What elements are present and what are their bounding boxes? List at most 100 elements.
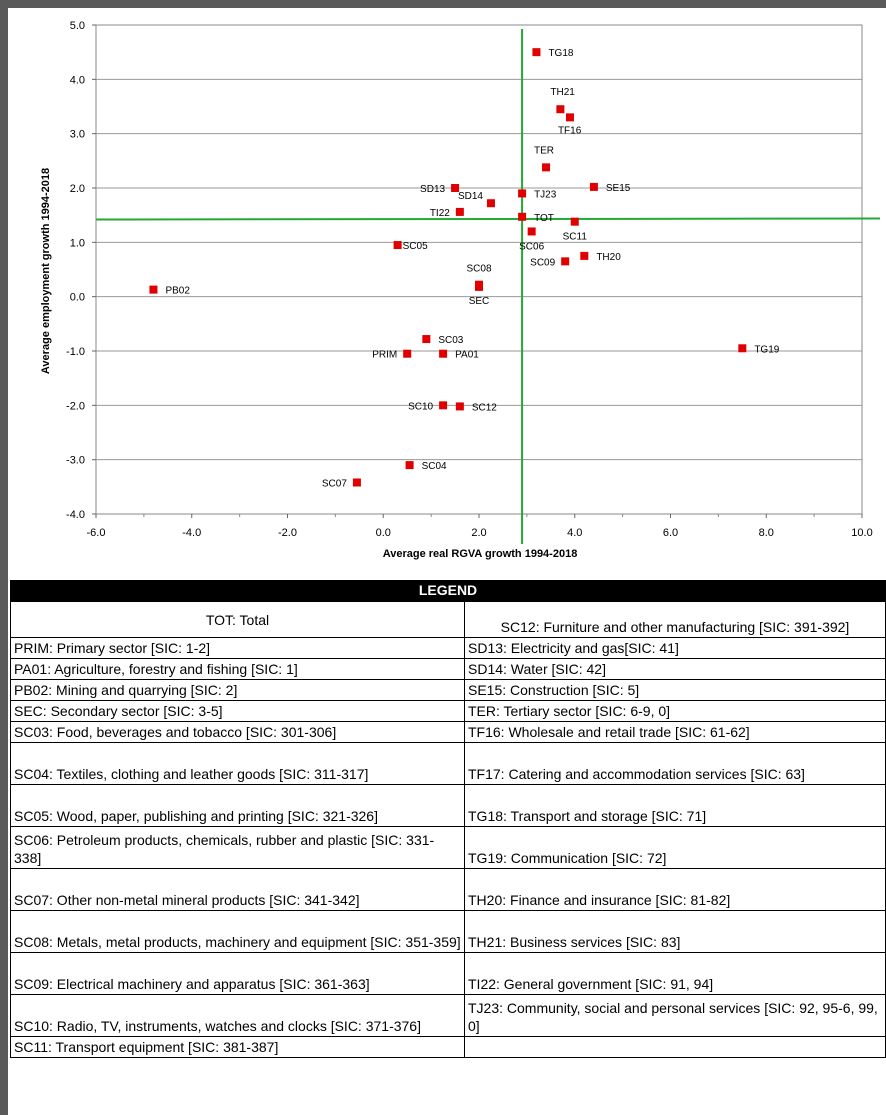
legend-row: PRIM: Primary sector [SIC: 1-2] SD13: Ele… <box>10 637 886 659</box>
point-label-tot: TOT <box>534 213 554 224</box>
legend-cell-right: SD13: Electricity and gas[SIC: 41] <box>464 637 886 659</box>
frame-left-border <box>0 0 8 1115</box>
legend-cell-left: PB02: Mining and quarrying [SIC: 2] <box>10 679 465 701</box>
legend-row: SC03: Food, beverages and tobacco [SIC: … <box>10 721 886 743</box>
x-tick-label: 2.0 <box>471 527 486 539</box>
y-tick-label: 1.0 <box>70 237 85 249</box>
legend-cell-right: TG18: Transport and storage [SIC: 71] <box>464 784 886 827</box>
x-tick-label: 0.0 <box>376 527 391 539</box>
x-tick-label: 4.0 <box>567 527 582 539</box>
legend-cell-left: SC11: Transport equipment [SIC: 381-387] <box>10 1036 465 1058</box>
data-point-sec <box>475 282 483 291</box>
x-tick-label: -6.0 <box>87 527 106 539</box>
data-point-sc05 <box>393 241 402 250</box>
data-point-sc10 <box>439 401 448 410</box>
legend-cell-left: SC09: Electrical machinery and apparatus… <box>10 952 465 995</box>
data-point-se15 <box>589 182 598 191</box>
legend-cell-right: TF16: Wholesale and retail trade [SIC: 6… <box>464 721 886 743</box>
x-tick-label: 6.0 <box>663 527 678 539</box>
legend-cell-left: TOT: Total <box>10 601 465 638</box>
data-point-tg19 <box>738 344 747 353</box>
y-tick-label: 4.0 <box>70 74 85 86</box>
point-labels: TG18 TH21 TF16 TER SE15 SD13 TJ23 SD14 TI22 TOT SC… <box>165 48 779 489</box>
legend-row: SC08: Metals, metal products, machinery … <box>10 910 886 953</box>
legend-row: SEC: Secondary sector [SIC: 3-5] TER: Ter… <box>10 700 886 722</box>
data-point-sd13 <box>451 184 460 192</box>
legend-cell-left: SC04: Textiles, clothing and leather goo… <box>10 742 465 785</box>
point-label-pa01: PA01 <box>455 350 479 361</box>
legend-cell-left: PRIM: Primary sector [SIC: 1-2] <box>10 637 465 659</box>
legend-cell-left: SC10: Radio, TV, instruments, watches an… <box>10 994 465 1037</box>
x-tick-label: 10.0 <box>851 527 872 539</box>
legend-row: TOT: Total SC12: Furniture and other manu… <box>10 601 886 638</box>
y-tick-label: -2.0 <box>66 400 85 412</box>
legend-row: SC05: Wood, paper, publishing and printi… <box>10 784 886 827</box>
y-tick-label: -3.0 <box>66 455 85 467</box>
y-tick-label: -1.0 <box>66 346 85 358</box>
legend-cell-right: TG19: Communication [SIC: 72] <box>464 826 886 869</box>
point-label-sc08: SC08 <box>466 264 491 275</box>
legend-cell-right: SE15: Construction [SIC: 5] <box>464 679 886 701</box>
point-label-sc10: SC10 <box>408 401 433 412</box>
point-label-sc03: SC03 <box>438 335 463 346</box>
point-label-pb02: PB02 <box>165 286 190 297</box>
point-label-prim: PRIM <box>372 350 397 361</box>
legend-row: SC07: Other non-metal mineral products [… <box>10 868 886 911</box>
point-label-sc07: SC07 <box>322 478 347 489</box>
data-point-ter <box>542 163 551 172</box>
frame-top-border <box>0 0 886 8</box>
point-label-sc12: SC12 <box>472 402 497 413</box>
legend-cell-right: TI22: General government [SIC: 91, 94] <box>464 952 886 995</box>
legend-row: SC06: Petroleum products, chemicals, rub… <box>10 826 886 869</box>
legend-cell-left: SC07: Other non-metal mineral products [… <box>10 868 465 911</box>
data-point-tj23 <box>518 189 527 198</box>
y-tick-label: 2.0 <box>70 183 85 195</box>
data-point-sc11 <box>570 217 579 226</box>
y-tick-label: 5.0 <box>70 20 85 32</box>
data-point-pb02 <box>149 285 158 294</box>
scatter-chart: 5.04.03.02.01.00.0-1.0-2.0-3.0-4.0-6.0 -4… <box>8 8 886 578</box>
data-point-tf16 <box>565 113 574 122</box>
legend-cell-right: SD14: Water [SIC: 42] <box>464 658 886 680</box>
point-label-tj23: TJ23 <box>534 189 557 200</box>
y-tick-label: 0.0 <box>70 292 85 304</box>
legend-cell-right: TER: Tertiary sector [SIC: 6-9, 0] <box>464 700 886 722</box>
point-label-sc11: SC11 <box>563 232 588 243</box>
data-point-sc12 <box>455 402 464 411</box>
data-point-sc09 <box>561 257 570 266</box>
legend-cell-right <box>464 1036 886 1058</box>
legend-cell-right: TH20: Finance and insurance [SIC: 81-82] <box>464 868 886 911</box>
data-point-th21 <box>556 105 565 114</box>
legend-row: PB02: Mining and quarrying [SIC: 2] SE15:… <box>10 679 886 701</box>
reference-lines <box>95 29 881 544</box>
point-label-sd13: SD13 <box>420 184 445 195</box>
point-label-th21: TH21 <box>550 87 575 98</box>
legend-cell-left: SC05: Wood, paper, publishing and printi… <box>10 784 465 827</box>
data-point-sc06 <box>527 227 536 236</box>
legend-title: LEGEND <box>10 580 886 601</box>
data-points <box>149 48 747 487</box>
legend-cell-right: TF17: Catering and accommodation service… <box>464 742 886 785</box>
point-label-th20: TH20 <box>596 252 621 263</box>
data-point-sc04 <box>405 461 414 470</box>
y-axis-title: Average employment growth 1994-2018 <box>40 168 52 374</box>
legend-cell-right: SC12: Furniture and other manufacturing … <box>464 601 886 638</box>
point-label-ti22: TI22 <box>430 208 450 219</box>
data-point-sd14 <box>486 199 495 208</box>
horizontal-reference-line <box>95 217 881 221</box>
data-point-th20 <box>580 251 589 260</box>
y-tick-label: -4.0 <box>66 509 85 521</box>
data-point-pa01 <box>439 349 448 358</box>
legend-cell-right: TJ23: Community, social and personal ser… <box>464 994 886 1037</box>
x-tick-label: 8.0 <box>759 527 774 539</box>
point-label-sc06: SC06 <box>519 241 544 252</box>
legend-row: SC04: Textiles, clothing and leather goo… <box>10 742 886 785</box>
legend-cell-right: TH21: Business services [SIC: 83] <box>464 910 886 953</box>
legend-row: SC09: Electrical machinery and apparatus… <box>10 952 886 995</box>
legend-row: SC11: Transport equipment [SIC: 381-387] <box>10 1036 886 1058</box>
point-label-se15: SE15 <box>606 183 631 194</box>
data-point-sc03 <box>422 335 431 344</box>
x-axis-title: Average real RGVA growth 1994-2018 <box>383 548 578 560</box>
point-label-sc09: SC09 <box>530 257 555 268</box>
chart-background <box>8 8 886 578</box>
